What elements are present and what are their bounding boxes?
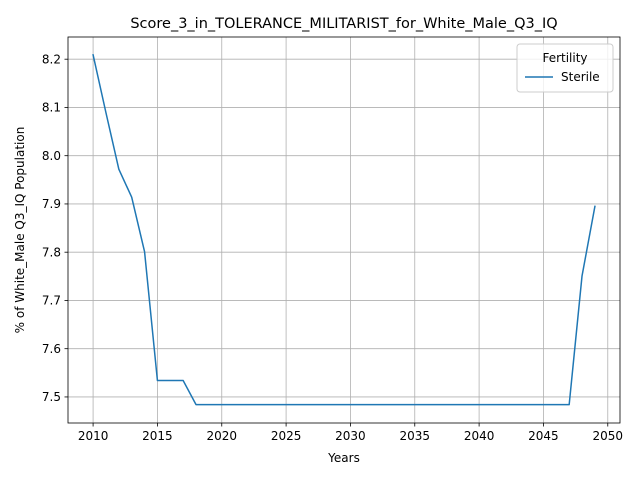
y-tick-label: 7.6 [42,342,61,356]
x-tick-label: 2010 [78,429,109,443]
x-axis: 2010 2015 2020 2025 2030 2035 2040 2045 2050 [78,423,623,443]
y-tick-label: 7.7 [42,294,61,308]
y-tick-label: 8.2 [42,52,61,66]
x-tick-label: 2035 [399,429,430,443]
x-tick-label: 2045 [528,429,559,443]
y-tick-label: 7.5 [42,390,61,404]
x-tick-label: 2050 [593,429,624,443]
x-tick-label: 2040 [464,429,495,443]
legend: Fertility Sterile [516,43,614,93]
axes-frame [67,36,621,424]
legend-entries: Sterile [525,70,600,84]
legend-label: Sterile [561,70,600,84]
y-axis: 7.5 7.6 7.7 7.8 7.9 8.0 8.1 8.2 [42,52,68,404]
y-axis-title: % of White_Male Q3_IQ Population [13,127,27,334]
y-tick-label: 8.0 [42,149,61,163]
x-tick-label: 2030 [335,429,366,443]
series-line [92,53,596,406]
chart-title: Score_3_in_TOLERANCE_MILITARIST_for_Whit… [130,16,557,32]
y-tick-label: 7.9 [42,197,61,211]
legend-box [516,43,614,93]
plot-area [92,53,596,406]
x-tick-label: 2020 [206,429,237,443]
x-axis-title: Years [327,451,360,465]
y-tick-label: 7.8 [42,245,61,259]
x-tick-label: 2025 [271,429,302,443]
grid-lines [68,37,620,423]
y-tick-label: 8.1 [42,101,61,115]
legend-title: Fertility [542,51,587,65]
x-tick-label: 2015 [142,429,173,443]
